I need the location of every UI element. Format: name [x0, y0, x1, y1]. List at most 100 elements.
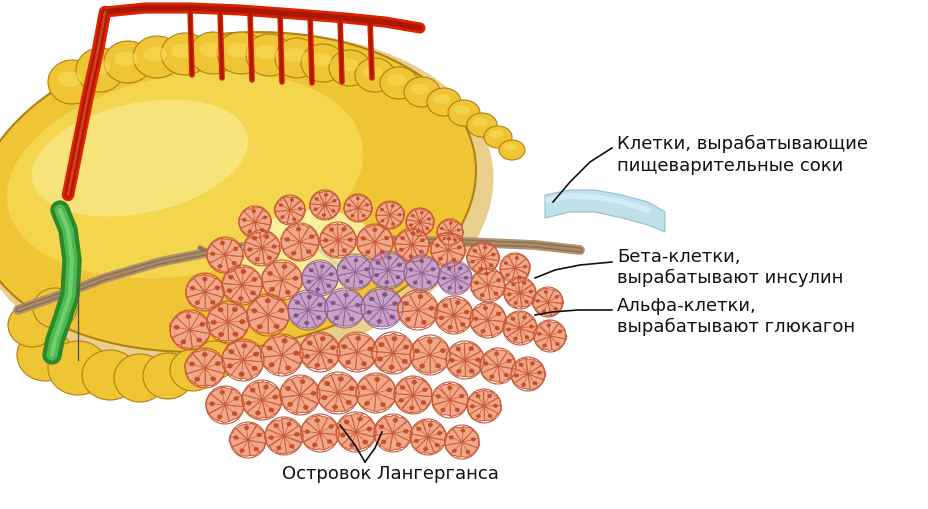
Polygon shape	[402, 245, 419, 261]
Polygon shape	[319, 433, 339, 449]
Ellipse shape	[408, 254, 413, 259]
Ellipse shape	[427, 88, 460, 116]
Ellipse shape	[405, 317, 410, 322]
Ellipse shape	[452, 449, 457, 453]
Polygon shape	[337, 352, 356, 370]
Ellipse shape	[367, 347, 373, 351]
Ellipse shape	[319, 336, 325, 341]
Ellipse shape	[344, 279, 349, 283]
Ellipse shape	[301, 44, 344, 82]
Ellipse shape	[434, 243, 439, 247]
Polygon shape	[335, 427, 355, 445]
Ellipse shape	[468, 347, 473, 351]
Polygon shape	[172, 330, 192, 349]
Ellipse shape	[391, 204, 394, 208]
Polygon shape	[291, 376, 314, 395]
Ellipse shape	[114, 354, 166, 402]
Polygon shape	[344, 208, 358, 221]
Ellipse shape	[275, 38, 318, 78]
Polygon shape	[254, 222, 270, 236]
Polygon shape	[487, 320, 506, 337]
Polygon shape	[467, 244, 483, 258]
Polygon shape	[205, 368, 225, 386]
Polygon shape	[274, 197, 290, 212]
Ellipse shape	[438, 316, 444, 320]
Ellipse shape	[361, 214, 366, 217]
Ellipse shape	[286, 422, 291, 427]
Polygon shape	[300, 421, 319, 442]
Ellipse shape	[387, 74, 406, 86]
Polygon shape	[306, 352, 326, 370]
Ellipse shape	[202, 277, 207, 281]
Ellipse shape	[460, 429, 465, 433]
Ellipse shape	[247, 230, 251, 234]
Ellipse shape	[480, 329, 485, 333]
Text: вырабатывают глюкагон: вырабатывают глюкагон	[616, 318, 854, 336]
Ellipse shape	[528, 290, 533, 294]
Polygon shape	[393, 353, 414, 371]
Ellipse shape	[0, 33, 493, 367]
Ellipse shape	[455, 300, 460, 305]
Ellipse shape	[285, 290, 290, 295]
Polygon shape	[278, 380, 300, 398]
Ellipse shape	[438, 257, 443, 261]
Ellipse shape	[555, 342, 559, 346]
Polygon shape	[261, 355, 282, 374]
Polygon shape	[432, 388, 449, 405]
Ellipse shape	[218, 332, 224, 337]
Ellipse shape	[247, 247, 252, 251]
Polygon shape	[284, 436, 301, 454]
Ellipse shape	[411, 380, 417, 384]
Polygon shape	[187, 292, 205, 309]
Polygon shape	[241, 285, 263, 301]
Ellipse shape	[522, 265, 527, 268]
Polygon shape	[308, 278, 326, 294]
Polygon shape	[210, 303, 227, 322]
Ellipse shape	[447, 100, 480, 126]
Polygon shape	[520, 328, 535, 344]
Polygon shape	[280, 395, 300, 413]
Polygon shape	[468, 406, 483, 421]
Ellipse shape	[383, 236, 389, 240]
Polygon shape	[205, 278, 225, 297]
Polygon shape	[549, 324, 566, 339]
Polygon shape	[527, 365, 545, 380]
Ellipse shape	[346, 204, 351, 207]
Polygon shape	[419, 212, 434, 224]
Polygon shape	[375, 289, 395, 308]
Polygon shape	[275, 210, 290, 223]
Polygon shape	[368, 268, 388, 284]
Ellipse shape	[472, 317, 478, 321]
Ellipse shape	[254, 257, 260, 262]
Polygon shape	[288, 308, 308, 325]
Polygon shape	[357, 197, 371, 212]
Polygon shape	[497, 366, 516, 383]
Polygon shape	[351, 413, 370, 432]
Polygon shape	[314, 333, 332, 352]
Ellipse shape	[251, 366, 257, 371]
Ellipse shape	[513, 301, 518, 305]
Ellipse shape	[469, 369, 474, 373]
Polygon shape	[380, 353, 402, 373]
Ellipse shape	[304, 430, 309, 434]
Polygon shape	[409, 292, 432, 310]
Ellipse shape	[483, 245, 487, 249]
Polygon shape	[309, 204, 325, 216]
Polygon shape	[210, 255, 228, 272]
Polygon shape	[393, 421, 412, 441]
Ellipse shape	[329, 228, 334, 232]
Ellipse shape	[345, 400, 352, 405]
Polygon shape	[210, 322, 228, 342]
Polygon shape	[338, 393, 359, 411]
Ellipse shape	[442, 303, 447, 308]
Ellipse shape	[380, 219, 384, 222]
Polygon shape	[509, 254, 525, 268]
Polygon shape	[260, 337, 282, 357]
Polygon shape	[302, 263, 319, 278]
Ellipse shape	[433, 94, 450, 104]
Ellipse shape	[420, 400, 426, 405]
Polygon shape	[234, 341, 255, 360]
Ellipse shape	[214, 286, 220, 290]
Ellipse shape	[143, 47, 167, 62]
Ellipse shape	[226, 288, 232, 293]
